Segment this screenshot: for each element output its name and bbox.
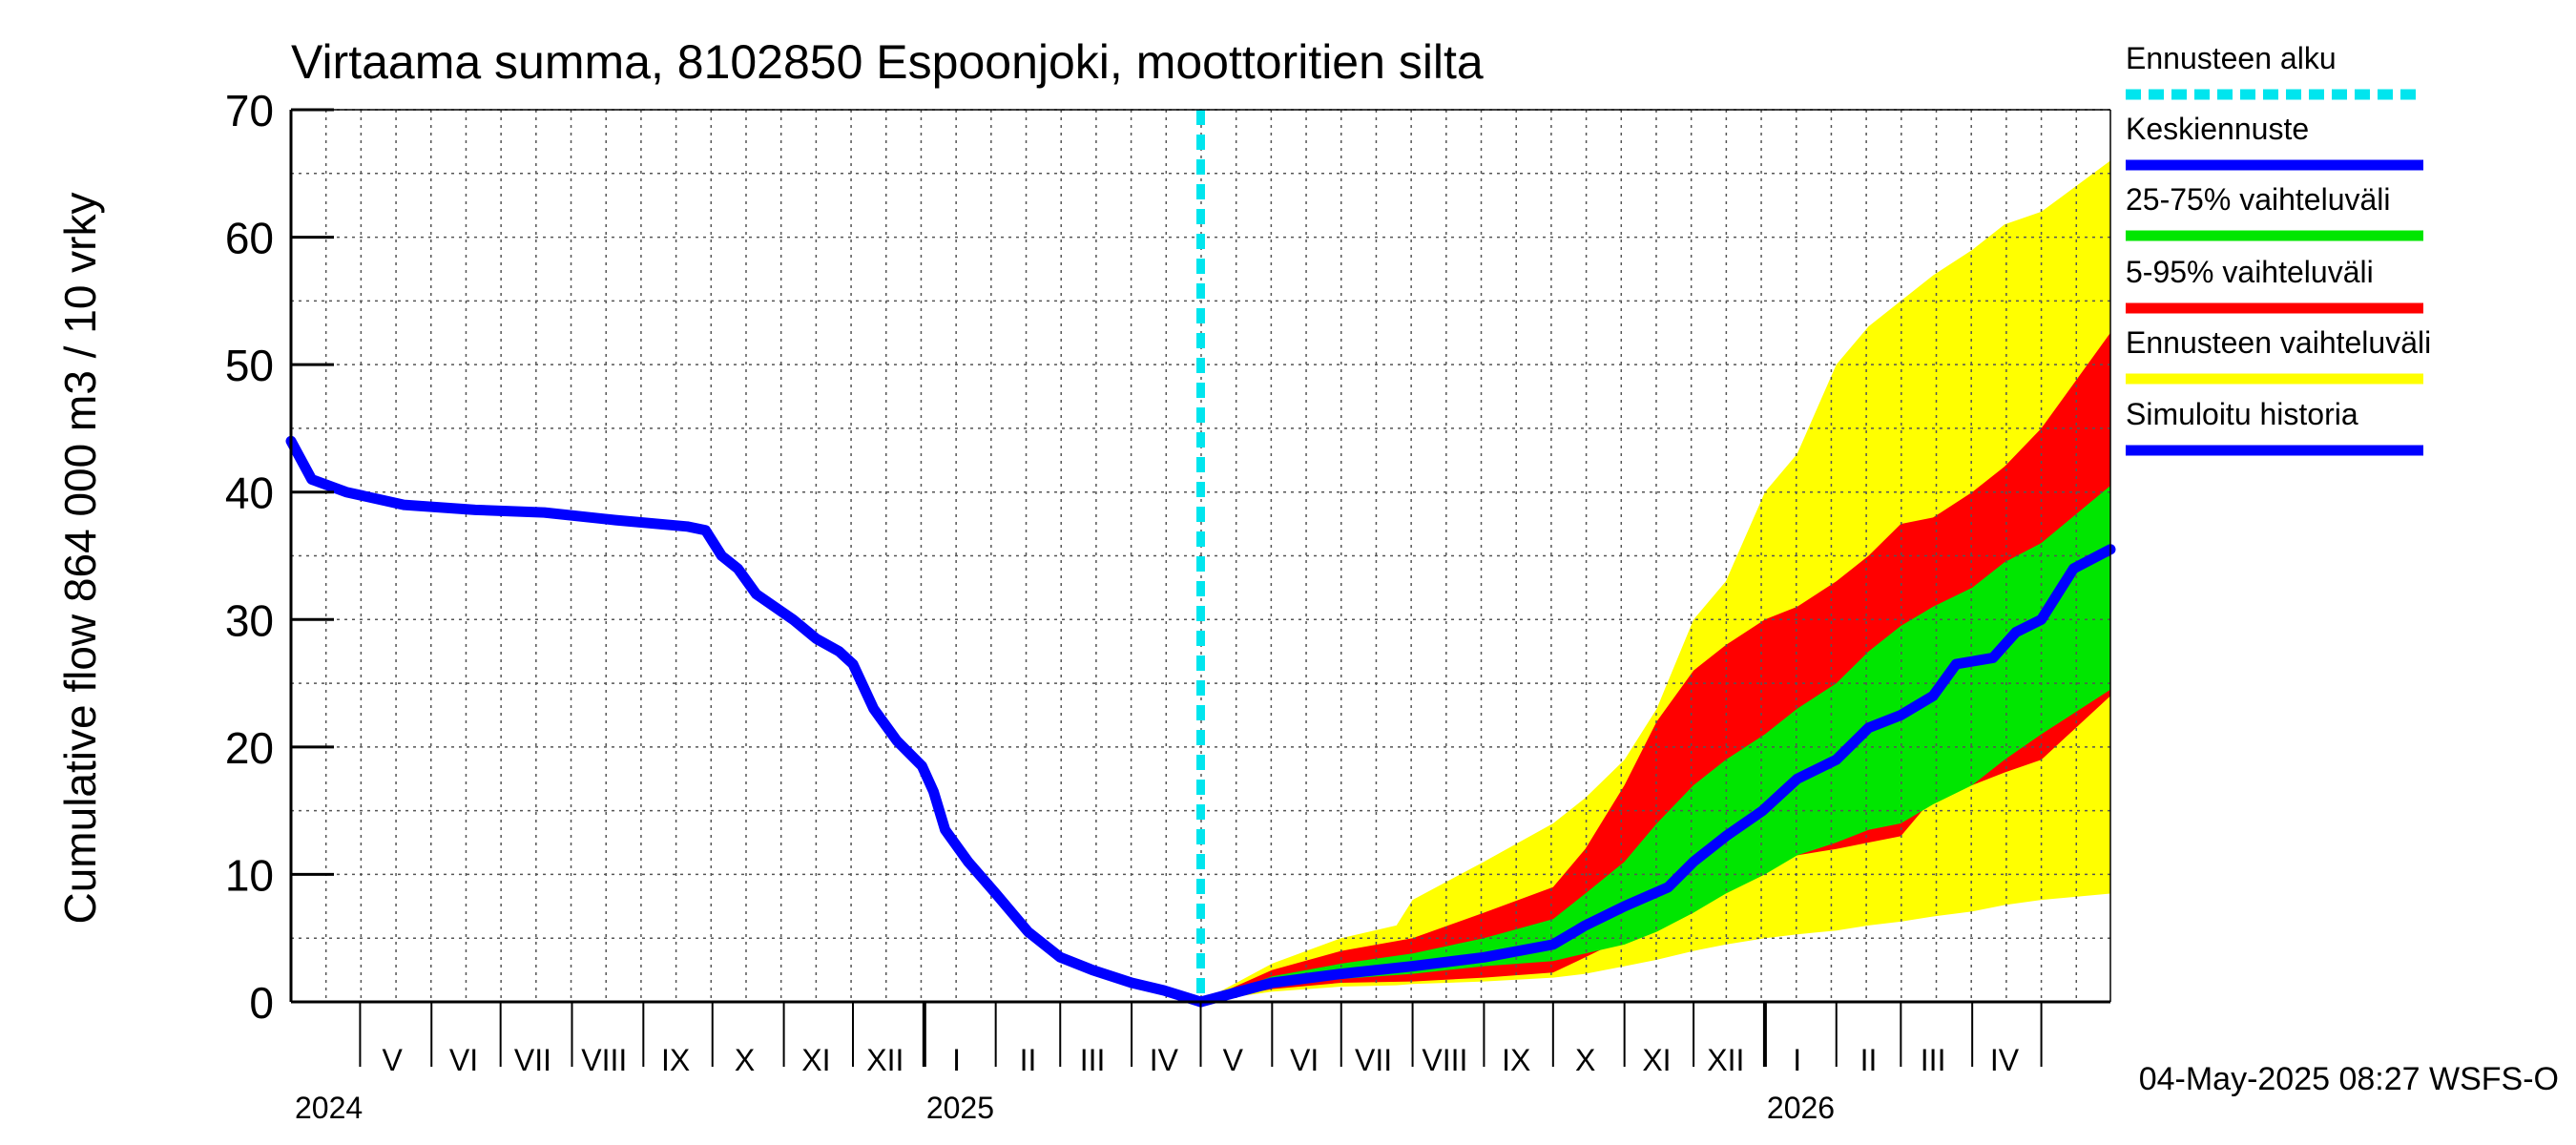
y-tick-label-0: 0 — [249, 978, 274, 1028]
legend-label-5: Simuloitu historia — [2126, 397, 2358, 431]
month-label-23: IV — [1990, 1043, 2020, 1077]
y-axis-label: Cumulative flow 864 000 m3 / 10 vrky — [55, 192, 105, 924]
chart-title: Virtaama summa, 8102850 Espoonjoki, moot… — [291, 35, 1484, 89]
month-label-0: V — [383, 1043, 404, 1077]
month-label-21: II — [1860, 1043, 1878, 1077]
year-label-2024: 2024 — [295, 1091, 363, 1125]
month-label-5: X — [735, 1043, 755, 1077]
y-tick-label-10: 10 — [225, 850, 274, 900]
month-label-2: VII — [514, 1043, 551, 1077]
y-tick-label-70: 70 — [225, 86, 274, 135]
month-label-10: III — [1080, 1043, 1106, 1077]
legend-label-1: Keskiennuste — [2126, 112, 2309, 146]
month-label-7: XII — [866, 1043, 904, 1077]
month-label-15: VIII — [1422, 1043, 1467, 1077]
y-tick-label-20: 20 — [225, 723, 274, 773]
legend-layer: Ennusteen alku Keskiennuste 25-75% vaihtel… — [2126, 41, 2431, 456]
month-label-3: VIII — [581, 1043, 627, 1077]
footer-timestamp: 04-May-2025 08:27 WSFS-O — [2139, 1061, 2559, 1097]
month-label-18: XI — [1642, 1043, 1671, 1077]
year-label-2025: 2025 — [926, 1091, 994, 1125]
month-label-11: IV — [1150, 1043, 1179, 1077]
y-tick-label-50: 50 — [225, 341, 274, 390]
year-label-2026: 2026 — [1767, 1091, 1835, 1125]
legend-label-3: 5-95% vaihteluväli — [2126, 255, 2374, 289]
y-tick-label-40: 40 — [225, 468, 274, 518]
month-label-8: I — [952, 1043, 961, 1077]
month-label-22: III — [1921, 1043, 1946, 1077]
series-keskiennuste — [1195, 544, 2116, 1008]
month-label-13: VI — [1290, 1043, 1319, 1077]
legend-label-4: Ennusteen vaihteluväli — [2126, 325, 2431, 360]
line-layer — [285, 110, 2116, 1008]
month-label-20: I — [1793, 1043, 1801, 1077]
legend-label-2: 25-75% vaihteluväli — [2126, 182, 2391, 217]
month-label-1: VI — [449, 1043, 478, 1077]
legend-label-0: Ennusteen alku — [2126, 41, 2337, 75]
series-simuloitu-historia — [285, 435, 1206, 1008]
band-5-95-vaihteluv-li — [1200, 332, 2110, 1002]
month-label-17: X — [1575, 1043, 1595, 1077]
month-label-9: II — [1020, 1043, 1037, 1077]
month-label-19: XII — [1707, 1043, 1744, 1077]
month-label-12: V — [1223, 1043, 1244, 1077]
month-label-14: VII — [1355, 1043, 1392, 1077]
y-tick-label-30: 30 — [225, 595, 274, 645]
month-label-16: IX — [1502, 1043, 1530, 1077]
month-label-6: XI — [801, 1043, 830, 1077]
month-label-4: IX — [661, 1043, 690, 1077]
y-tick-label-60: 60 — [225, 214, 274, 263]
